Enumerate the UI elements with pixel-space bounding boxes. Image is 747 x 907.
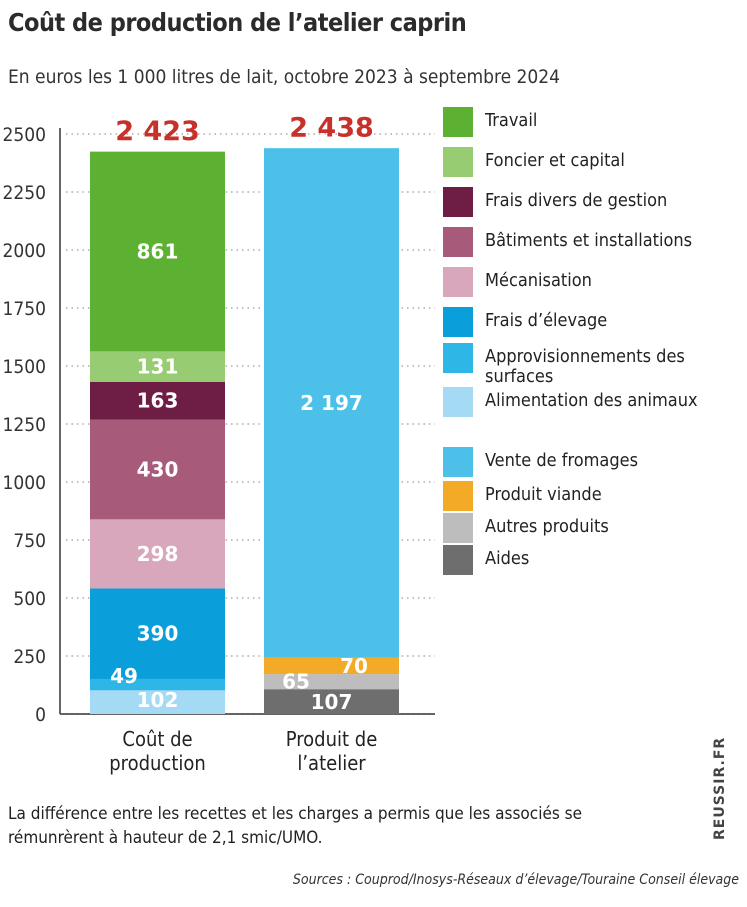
y-tick-label: 2000 — [3, 240, 47, 262]
brand-watermark: REUSSIR.FR — [712, 736, 728, 840]
stacked-bar-chart: 0 250 500 750 1000 1250 1500 1750 2000 2250 2500 1… — [3, 112, 435, 775]
legend-label: Autres produits — [485, 516, 609, 537]
legend-swatch — [443, 545, 473, 575]
legend-label: Aides — [485, 548, 530, 569]
legend-item: Produit viande — [443, 481, 715, 511]
legend-label: Mécanisation — [485, 270, 592, 291]
legend-swatch — [443, 447, 473, 477]
bar-segment — [90, 419, 225, 520]
legend-swatch — [443, 513, 473, 543]
segment-value-label: 65 — [282, 670, 310, 694]
y-tick-label: 750 — [13, 530, 46, 552]
bar-segment — [264, 657, 399, 675]
legend-label: Bâtiments et installations — [485, 230, 693, 251]
legend-label: Produit viande — [485, 484, 602, 505]
legend-item: Travail — [443, 107, 715, 137]
y-tick-label: 0 — [35, 704, 46, 726]
page-title: Coût de production de l’atelier caprin — [8, 8, 467, 37]
legend-item: Foncier et capital — [443, 147, 715, 177]
legend-label: Travail — [485, 110, 538, 131]
legend-label: Frais d’élevage — [485, 310, 608, 331]
y-tick-label: 1000 — [3, 472, 47, 494]
y-tick-label: 2500 — [3, 124, 47, 146]
legend-item: Frais d’élevage — [443, 307, 715, 337]
segment-value-label: 430 — [137, 457, 179, 481]
legend-swatch — [443, 267, 473, 297]
legend-item: Aides — [443, 545, 715, 575]
y-tick-label: 500 — [13, 588, 46, 610]
legend-swatch — [443, 107, 473, 137]
legend-item: Autres produits — [443, 513, 715, 543]
bar-segment — [264, 674, 399, 690]
footnote: La différence entre les recettes et les … — [8, 804, 583, 848]
bar-segment — [90, 678, 225, 691]
segment-value-label: 2 197 — [300, 391, 363, 415]
legend-label: Alimentation des animaux — [485, 390, 698, 411]
legend-swatch — [443, 227, 473, 257]
legend-label: Frais divers de gestion — [485, 190, 668, 211]
bar-total-label: 2 423 — [115, 116, 200, 147]
segment-value-label: 861 — [137, 240, 179, 264]
y-tick-label: 1750 — [3, 298, 47, 320]
segment-value-label: 102 — [137, 688, 179, 712]
segment-value-label: 70 — [340, 654, 368, 678]
y-tick-label: 1500 — [3, 356, 47, 378]
legend-swatch — [443, 481, 473, 511]
legend-label: Vente de fromages — [485, 450, 638, 471]
y-tick-label: 250 — [13, 646, 46, 668]
bar-segment — [90, 381, 225, 420]
bar-segment — [90, 519, 225, 589]
legend-swatch — [443, 307, 473, 337]
bar-segment — [264, 148, 399, 658]
bar-segment — [90, 690, 225, 714]
chart-subtitle: En euros les 1 000 litres de lait, octob… — [8, 66, 561, 88]
x-axis-categories: Coût de production Produit de l’atelier — [109, 727, 377, 775]
sources-credit: Sources : Couprod/Inosys-Réseaux d’éleva… — [292, 872, 739, 888]
legend-swatch — [443, 387, 473, 417]
bar-segment — [264, 689, 399, 714]
bars — [90, 148, 399, 714]
y-axis: 0 250 500 750 1000 1250 1500 1750 2000 2250 2500 — [3, 124, 435, 726]
x-category-label: Coût de production — [109, 727, 206, 775]
segment-value-label: 390 — [137, 622, 179, 646]
y-tick-label: 2250 — [3, 182, 47, 204]
bar-total-label: 2 438 — [289, 112, 374, 143]
bar-segment — [90, 151, 225, 352]
segment-value-label: 49 — [110, 664, 138, 688]
legend-item: Bâtiments et installations — [443, 227, 715, 257]
legend-swatch — [443, 187, 473, 217]
bar-segment — [90, 588, 225, 679]
legend-swatch — [443, 343, 473, 373]
y-tick-label: 1250 — [3, 414, 47, 436]
legend-item: Frais divers de gestion — [443, 187, 715, 217]
bar-segment — [90, 351, 225, 382]
segment-value-label: 107 — [311, 690, 353, 714]
legend-item: Vente de fromages — [443, 447, 715, 477]
legend-label: Foncier et capital — [485, 150, 625, 171]
legend-item: Mécanisation — [443, 267, 715, 297]
segment-value-label: 298 — [137, 542, 179, 566]
segment-value-label: 163 — [137, 389, 179, 413]
x-category-label: Produit de l’atelier — [286, 727, 378, 775]
legend-item: Alimentation des animaux — [443, 387, 715, 417]
legend-swatch — [443, 147, 473, 177]
legend-label: Approvisionnements des surfaces — [485, 346, 685, 387]
segment-value-label: 131 — [137, 355, 179, 379]
legend-item: Approvisionnements des surfaces — [443, 343, 715, 387]
